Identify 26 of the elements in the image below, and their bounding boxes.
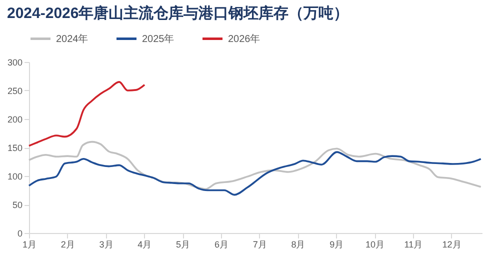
x-tick-label: 1月 bbox=[22, 240, 37, 250]
line-series bbox=[28, 81, 146, 147]
x-tick-label: 10月 bbox=[366, 240, 385, 250]
x-tick-label: 7月 bbox=[252, 240, 267, 250]
chart-title: 2024-2026年唐山主流仓库与港口钢坯库存（万吨） bbox=[6, 4, 349, 22]
x-tick-label: 3月 bbox=[99, 240, 114, 250]
x-tick-label: 8月 bbox=[291, 240, 306, 250]
line-series bbox=[28, 151, 482, 196]
x-tick-label: 11月 bbox=[404, 240, 423, 250]
x-tick-label: 9月 bbox=[330, 240, 344, 250]
y-tick-label: 100 bbox=[7, 172, 22, 182]
x-tick-label: 12月 bbox=[442, 240, 462, 250]
y-tick-label: 50 bbox=[12, 200, 22, 210]
line-series bbox=[28, 140, 482, 190]
y-tick-label: 250 bbox=[7, 86, 22, 96]
y-tick-label: 150 bbox=[7, 143, 22, 153]
legend-label: 2024年 bbox=[56, 32, 88, 45]
x-tick-label: 2月 bbox=[60, 240, 75, 250]
x-tick-label: 4月 bbox=[138, 240, 152, 250]
legend-label: 2026年 bbox=[228, 32, 260, 45]
y-tick-label: 300 bbox=[7, 58, 22, 68]
x-tick-label: 5月 bbox=[176, 240, 190, 250]
y-tick-label: 200 bbox=[7, 114, 22, 124]
y-tick-label: 0 bbox=[17, 228, 22, 238]
legend-label: 2025年 bbox=[142, 32, 174, 45]
x-tick-label: 6月 bbox=[214, 240, 228, 250]
